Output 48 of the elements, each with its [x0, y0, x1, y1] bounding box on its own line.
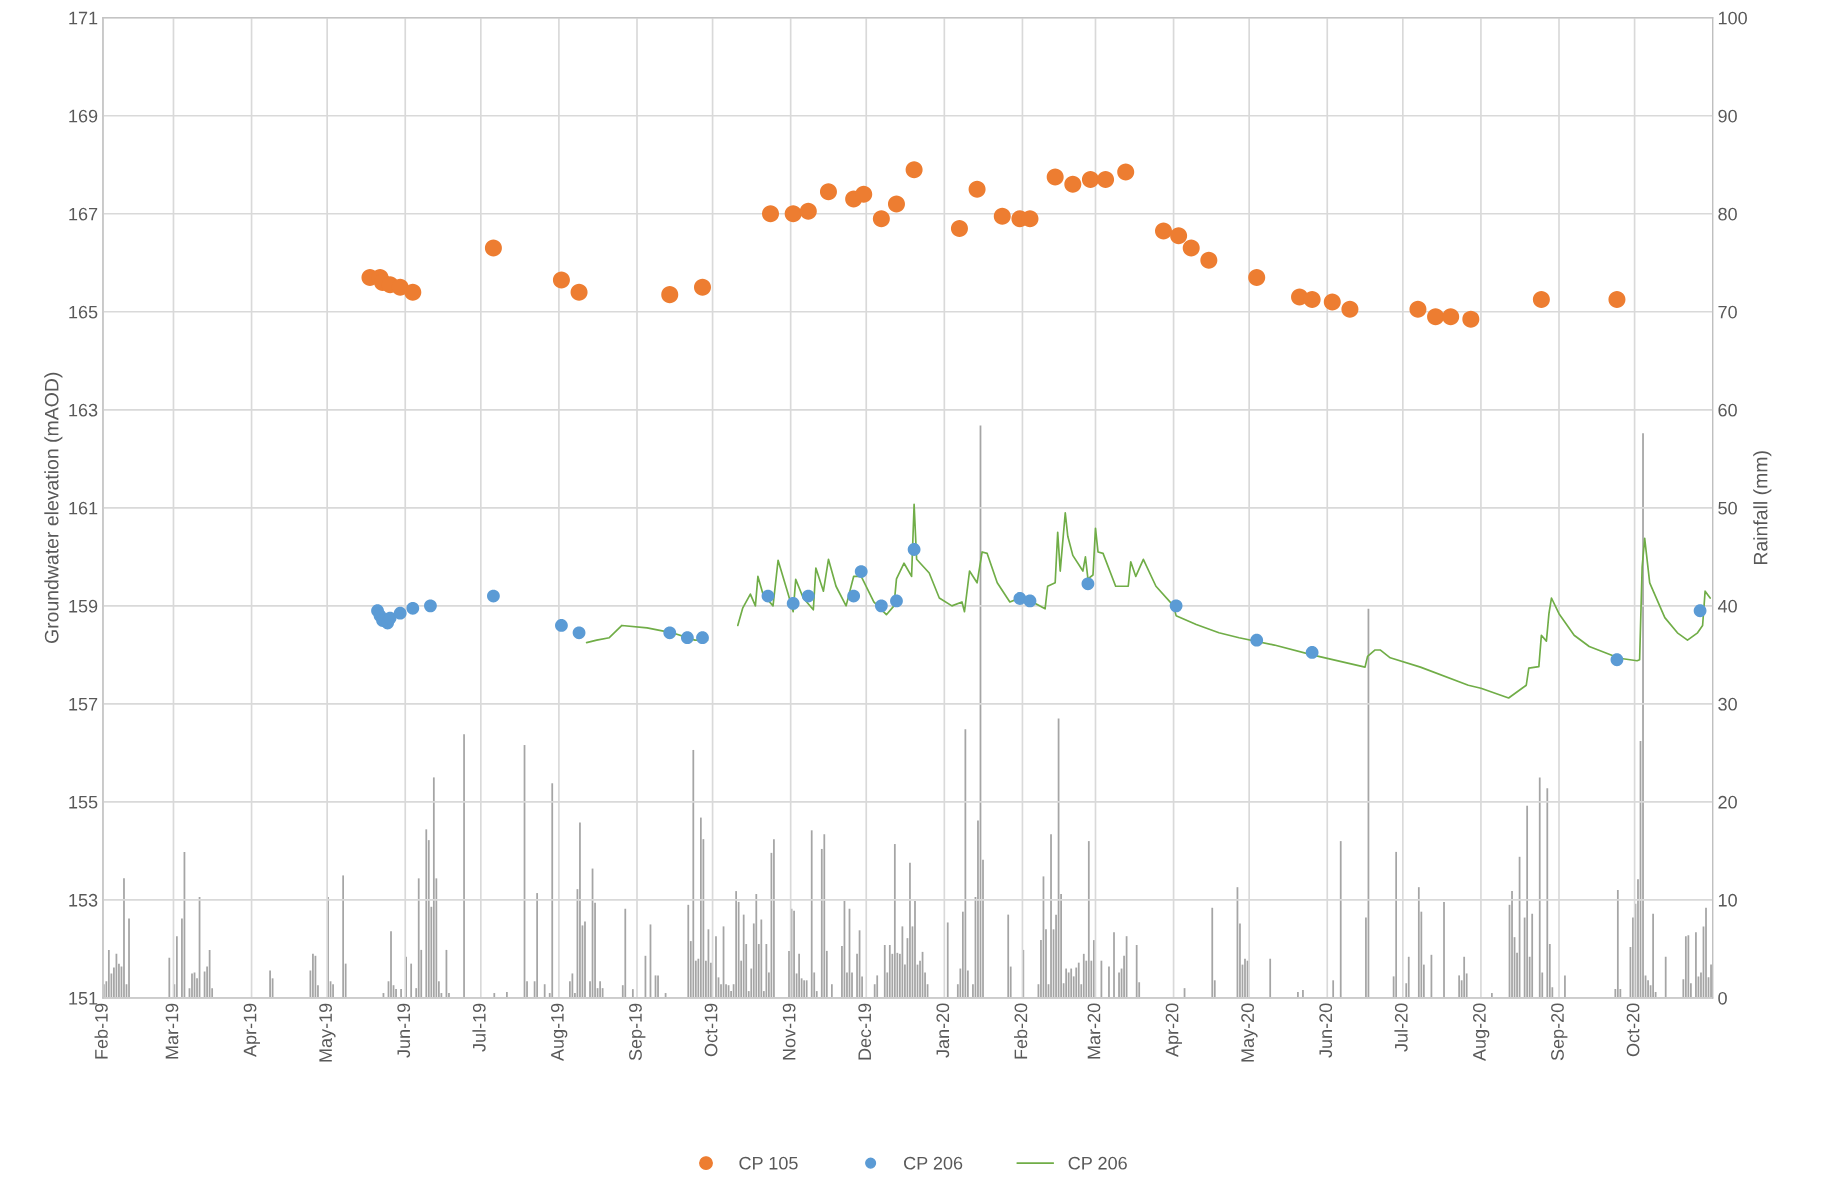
- x-tick-label: Jun-20: [1319, 1003, 1333, 1058]
- x-tick-label: Jul-19: [472, 1003, 486, 1052]
- y2-tick-label: 0: [1718, 991, 1727, 1005]
- y-tick-label: 169: [69, 109, 98, 123]
- y-tick-label: 157: [69, 698, 98, 711]
- x-tick-label: Aug-20: [1472, 1003, 1490, 1061]
- y2-tick-label: 80: [1718, 207, 1737, 221]
- x-tick-label: Jun-19: [397, 1003, 411, 1058]
- y-tick-label: 161: [69, 501, 98, 515]
- x-tick-label: Oct-19: [704, 1003, 718, 1057]
- y-tick-label: 155: [69, 796, 98, 809]
- y-tick-label: 151: [69, 992, 98, 1005]
- y2-tick-label: 60: [1718, 403, 1737, 417]
- y2-axis-title: Rainfall (mm): [1753, 451, 1772, 565]
- y2-tick-label: 90: [1718, 109, 1737, 123]
- x-tick-label: Sep-20: [1551, 1003, 1568, 1061]
- y2-tick-label: 100: [1718, 11, 1747, 25]
- legend-label: CP 206: [904, 1156, 963, 1170]
- y-tick-label: 163: [69, 403, 98, 417]
- x-tick-label: Nov-19: [782, 1003, 796, 1060]
- legend-label: CP 206: [1068, 1156, 1127, 1170]
- y2-tick-label: 40: [1717, 599, 1737, 613]
- y-tick-label: 153: [69, 893, 98, 907]
- y2-tick-label: 20: [1718, 795, 1737, 809]
- x-tick-label: Jul-20: [1394, 1003, 1408, 1052]
- y2-tick-label: 50: [1718, 501, 1737, 515]
- x-tick-label: Apr-20: [1165, 1003, 1182, 1057]
- x-tick-label: May-20: [1241, 1003, 1258, 1062]
- y2-tick-label: 70: [1718, 305, 1737, 319]
- x-tick-label: Jan-20: [936, 1003, 950, 1058]
- y2-tick-label: 10: [1718, 893, 1737, 907]
- x-tick-label: Dec-19: [858, 1003, 872, 1060]
- x-tick-label: Feb-20: [1014, 1003, 1028, 1059]
- x-tick-label: May-19: [319, 1003, 336, 1062]
- y-tick-label: 171: [69, 11, 98, 25]
- y-tick-label: 165: [69, 305, 98, 319]
- x-tick-label: Feb-19: [94, 1003, 108, 1059]
- y-tick-label: 159: [69, 599, 98, 613]
- x-tick-label: Aug-19: [550, 1003, 568, 1061]
- y-axis-title: Groundwater elevation (mAOD): [44, 372, 63, 644]
- x-tick-label: Sep-19: [629, 1003, 646, 1061]
- legend-label: CP 105: [739, 1156, 798, 1170]
- x-tick-label: Apr-19: [243, 1003, 260, 1057]
- y-tick-label: 167: [69, 207, 98, 221]
- x-tick-label: Mar-20: [1087, 1003, 1101, 1059]
- y2-tick-label: 30: [1718, 697, 1737, 711]
- x-tick-label: Oct-20: [1626, 1003, 1640, 1057]
- x-tick-label: Mar-19: [165, 1003, 179, 1059]
